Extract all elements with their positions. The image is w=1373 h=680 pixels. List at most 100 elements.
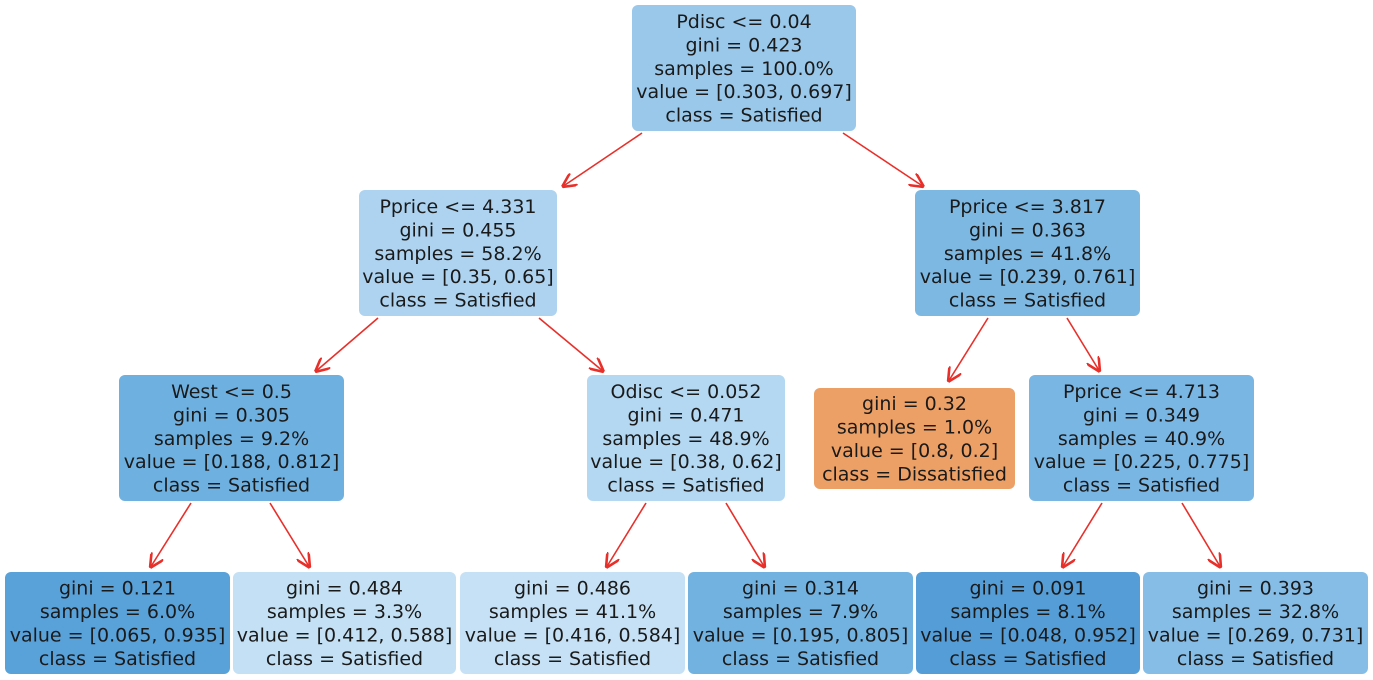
edge-arrow: [150, 502, 192, 568]
edge-arrow: [725, 502, 765, 568]
node-line: Odisc <= 0.052: [611, 381, 762, 403]
node-line: West <= 0.5: [171, 381, 292, 403]
node-line: gini = 0.471: [627, 404, 744, 426]
node-line: class = Satisfied: [1063, 475, 1220, 497]
node-line: class = Satisfied: [379, 290, 536, 312]
tree-edge-n3-n7: [150, 502, 192, 568]
node-line: class = Satisfied: [949, 290, 1106, 312]
edge-arrow: [948, 317, 989, 382]
node-line: samples = 9.2%: [154, 428, 309, 450]
tree-edges: [150, 132, 1221, 568]
node-line: samples = 100.0%: [654, 58, 833, 80]
node-line: gini = 0.393: [1197, 578, 1314, 600]
node-box: [5, 572, 230, 674]
node-box: [1029, 375, 1254, 501]
node-line: gini = 0.349: [1083, 404, 1200, 426]
tree-edge-n6-n12: [1181, 502, 1221, 568]
edge-arrow: [842, 132, 924, 187]
node-line: gini = 0.423: [685, 34, 802, 56]
node-box: [359, 190, 557, 316]
node-line: samples = 8.1%: [950, 601, 1105, 623]
edge-arrow: [538, 317, 604, 372]
node-line: class = Dissatisfied: [822, 463, 1007, 485]
node-box: [916, 572, 1140, 674]
tree-edge-n6-n11: [1062, 502, 1103, 568]
node-line: class = Satisfied: [665, 105, 822, 127]
edge-arrow: [269, 502, 310, 568]
node-line: class = Satisfied: [39, 648, 196, 670]
node-line: value = [0.35, 0.65]: [362, 266, 553, 288]
node-box: [688, 572, 913, 674]
tree-edge-n4-n9: [606, 502, 647, 568]
node-line: samples = 48.9%: [602, 428, 769, 450]
node-box: [233, 572, 456, 674]
node-line: gini = 0.305: [173, 404, 290, 426]
node-box: [1143, 572, 1368, 674]
node-line: class = Satisfied: [153, 475, 310, 497]
edge-arrow: [606, 502, 647, 568]
node-line: class = Satisfied: [722, 648, 879, 670]
node-line: Pprice <= 4.331: [379, 196, 536, 218]
node-box: [632, 5, 856, 131]
edge-arrow: [315, 317, 379, 372]
node-line: samples = 7.9%: [723, 601, 878, 623]
node-line: samples = 58.2%: [374, 243, 541, 265]
node-line: value = [0.048, 0.952]: [920, 625, 1136, 647]
node-line: Pprice <= 4.713: [1063, 381, 1220, 403]
node-line: samples = 3.3%: [267, 601, 422, 623]
node-line: gini = 0.484: [286, 578, 403, 600]
node-line: samples = 32.8%: [1172, 601, 1339, 623]
node-line: gini = 0.363: [969, 219, 1086, 241]
node-line: value = [0.239, 0.761]: [920, 266, 1136, 288]
edge-arrow: [1062, 502, 1103, 568]
node-box: [915, 190, 1140, 316]
node-line: gini = 0.091: [969, 578, 1086, 600]
tree-edge-n1-n3: [315, 317, 379, 372]
node-line: value = [0.225, 0.775]: [1034, 451, 1250, 473]
node-line: value = [0.269, 0.731]: [1148, 625, 1364, 647]
node-line: samples = 40.9%: [1058, 428, 1225, 450]
edge-arrow: [1181, 502, 1221, 568]
tree-edge-n3-n8: [269, 502, 310, 568]
edge-arrow: [562, 132, 643, 187]
node-line: class = Satisfied: [949, 648, 1106, 670]
node-line: gini = 0.121: [59, 578, 176, 600]
tree-edge-n0-n2: [842, 132, 924, 187]
node-line: gini = 0.486: [514, 578, 631, 600]
node-line: value = [0.412, 0.588]: [237, 625, 453, 647]
node-box: [119, 375, 344, 501]
node-line: gini = 0.455: [399, 219, 516, 241]
node-line: samples = 41.8%: [944, 243, 1111, 265]
node-line: value = [0.38, 0.62]: [590, 451, 781, 473]
tree-edge-n0-n1: [562, 132, 643, 187]
node-line: samples = 6.0%: [40, 601, 195, 623]
tree-edge-n4-n10: [725, 502, 765, 568]
tree-edge-n2-n5: [948, 317, 989, 382]
tree-edge-n2-n6: [1066, 317, 1100, 372]
node-line: class = Satisfied: [1177, 648, 1334, 670]
node-box: [814, 388, 1015, 489]
node-line: class = Satisfied: [494, 648, 651, 670]
node-line: Pdisc <= 0.04: [676, 11, 811, 33]
node-line: value = [0.303, 0.697]: [636, 81, 852, 103]
node-line: class = Satisfied: [266, 648, 423, 670]
node-box: [460, 572, 685, 674]
node-line: gini = 0.32: [862, 393, 967, 415]
edge-arrow: [1066, 317, 1100, 372]
node-box: [587, 375, 785, 501]
node-line: value = [0.065, 0.935]: [10, 625, 226, 647]
tree-edge-n1-n4: [538, 317, 604, 372]
node-line: value = [0.416, 0.584]: [465, 625, 681, 647]
node-line: value = [0.195, 0.805]: [693, 625, 909, 647]
